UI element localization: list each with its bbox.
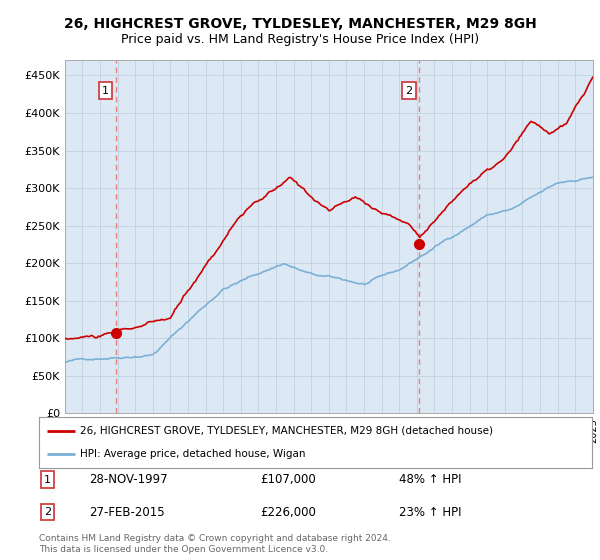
Text: 26, HIGHCREST GROVE, TYLDESLEY, MANCHESTER, M29 8GH (detached house): 26, HIGHCREST GROVE, TYLDESLEY, MANCHEST… — [80, 426, 493, 436]
Text: £226,000: £226,000 — [260, 506, 316, 519]
Text: 26, HIGHCREST GROVE, TYLDESLEY, MANCHESTER, M29 8GH: 26, HIGHCREST GROVE, TYLDESLEY, MANCHEST… — [64, 17, 536, 31]
Text: 1: 1 — [102, 86, 109, 96]
Text: 28-NOV-1997: 28-NOV-1997 — [89, 473, 167, 486]
Text: 2: 2 — [406, 86, 412, 96]
Text: Price paid vs. HM Land Registry's House Price Index (HPI): Price paid vs. HM Land Registry's House … — [121, 32, 479, 46]
Text: 1: 1 — [44, 475, 51, 484]
Text: 48% ↑ HPI: 48% ↑ HPI — [398, 473, 461, 486]
Text: 27-FEB-2015: 27-FEB-2015 — [89, 506, 164, 519]
Text: HPI: Average price, detached house, Wigan: HPI: Average price, detached house, Wiga… — [80, 449, 306, 459]
Text: 23% ↑ HPI: 23% ↑ HPI — [398, 506, 461, 519]
Text: £107,000: £107,000 — [260, 473, 316, 486]
Text: 2: 2 — [44, 507, 51, 517]
Text: Contains HM Land Registry data © Crown copyright and database right 2024.
This d: Contains HM Land Registry data © Crown c… — [39, 534, 391, 554]
